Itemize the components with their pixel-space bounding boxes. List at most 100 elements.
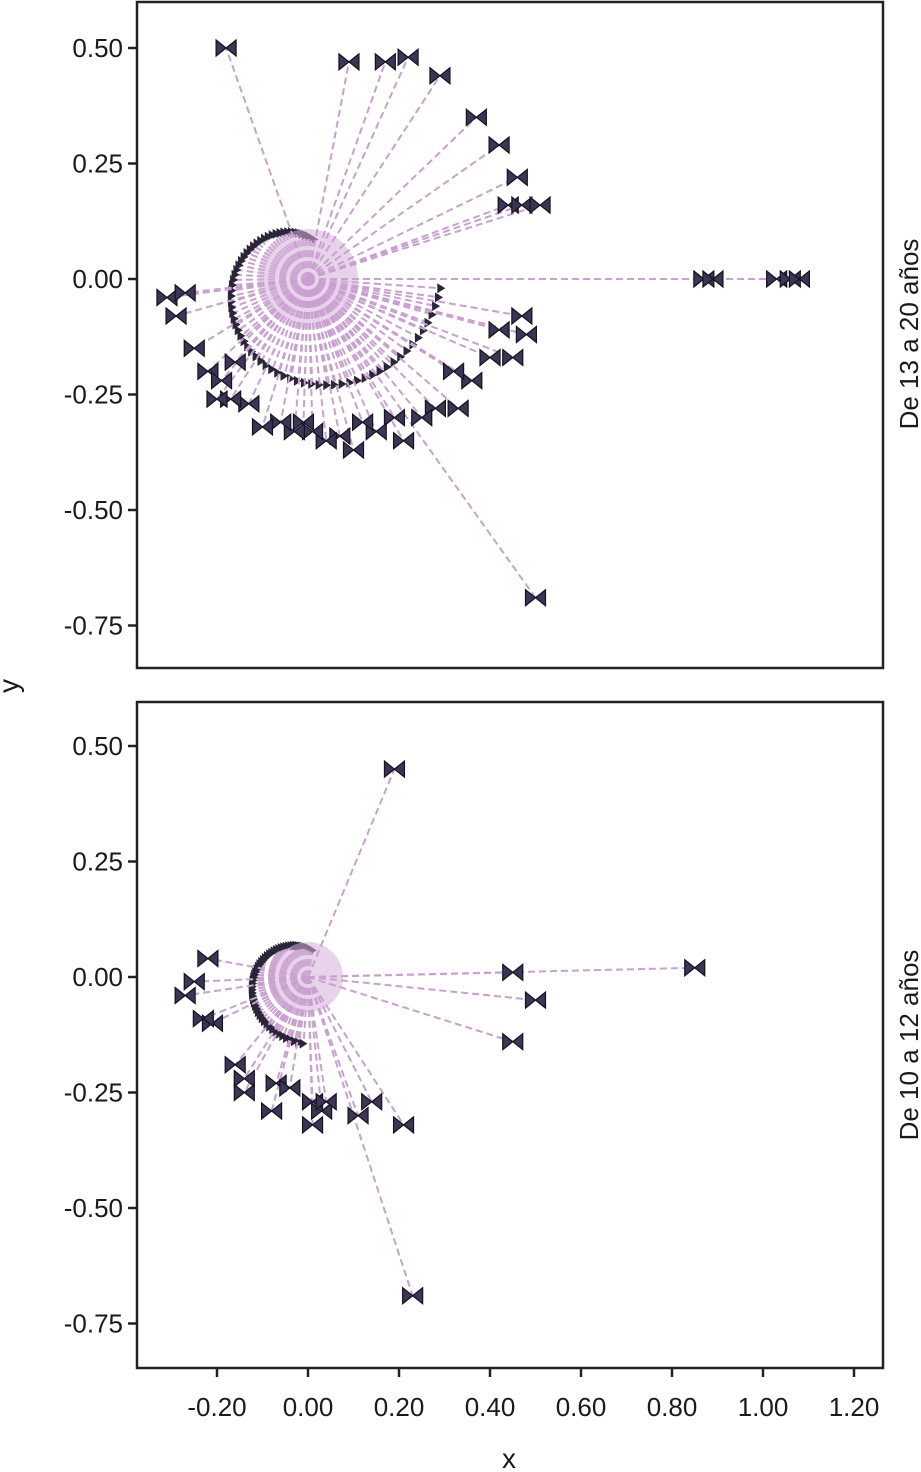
inner-fan <box>248 940 343 1049</box>
inner-marker <box>315 379 324 390</box>
ray-line <box>193 278 309 350</box>
data-point-marker <box>488 320 510 340</box>
ray-line <box>307 144 500 280</box>
data-point-marker <box>529 195 551 215</box>
inner-marker <box>234 325 243 336</box>
inner-ray <box>262 976 309 1019</box>
data-point-marker <box>165 306 187 326</box>
data-point-marker <box>511 195 533 215</box>
inner-ray <box>307 278 396 363</box>
inner-ray <box>307 278 389 368</box>
inner-marker <box>232 319 241 330</box>
inner-marker <box>397 351 406 362</box>
ray-line <box>275 976 309 1084</box>
ray-line <box>307 971 513 978</box>
inner-ray <box>256 976 309 1010</box>
inner-ray <box>258 976 309 1013</box>
facet-label-top: De 13 a 20 años <box>894 239 921 430</box>
data-point-marker <box>224 1055 246 1075</box>
data-point-marker <box>338 52 360 72</box>
ray-line <box>307 278 314 432</box>
data-point-marker <box>383 759 406 779</box>
data-point-marker <box>352 412 374 432</box>
ray-line <box>307 61 350 280</box>
y-tick-label: -0.50 <box>64 1193 123 1223</box>
ray-line <box>212 976 309 1025</box>
data-point-marker <box>210 371 233 390</box>
x-tick-label: -0.20 <box>187 1392 246 1422</box>
ray-line <box>288 976 309 1089</box>
inner-marker <box>383 361 392 372</box>
inner-ray <box>307 278 359 382</box>
inner-marker <box>354 375 363 386</box>
inner-ray <box>274 950 309 978</box>
ray-line <box>307 278 396 419</box>
ray-line <box>234 976 309 1066</box>
inner-ray <box>260 976 309 1016</box>
data-point-marker <box>524 588 547 608</box>
data-point-marker <box>429 66 451 85</box>
ray-line <box>307 278 364 423</box>
data-point-marker <box>443 362 465 381</box>
ray-line <box>307 278 341 437</box>
ray-line <box>307 976 405 1126</box>
ray-line <box>307 976 373 1103</box>
inner-ray <box>271 951 309 978</box>
inner-marker <box>369 369 378 380</box>
ray-line <box>302 278 309 423</box>
data-point-marker <box>261 1101 283 1121</box>
data-point-marker <box>524 990 547 1010</box>
data-point-marker <box>461 371 483 390</box>
data-point-marker <box>315 1092 337 1111</box>
ray-line <box>307 278 491 359</box>
data-point-marker <box>251 417 274 437</box>
x-tick-label: 1.00 <box>738 1392 789 1422</box>
data-point-marker <box>183 339 205 358</box>
inner-marker <box>338 379 347 390</box>
panel-bottom: 0.50 0.25 0.00 -0.25 -0.50 -0.75 -0.20 0.00 0.20… <box>64 700 885 1422</box>
data-point-marker <box>292 412 315 432</box>
data-point-marker <box>479 348 501 367</box>
ray-line <box>307 278 437 410</box>
x-tick-label: 1.20 <box>829 1392 880 1422</box>
inner-marker <box>237 330 246 341</box>
inner-ray <box>307 278 336 386</box>
ray-line <box>307 278 514 359</box>
inner-marker <box>268 364 277 375</box>
y-tick-label: 0.50 <box>72 33 123 63</box>
data-point-marker <box>192 1009 214 1028</box>
data-point-marker <box>788 269 810 289</box>
data-point-marker <box>515 325 537 344</box>
data-point-marker <box>270 412 292 432</box>
y-tick-label: -0.75 <box>64 1309 123 1339</box>
ray-line <box>202 976 309 1020</box>
ray-line <box>194 976 309 983</box>
inner-marker <box>376 366 385 377</box>
ray-line <box>307 176 518 280</box>
x-axis-label: x <box>502 1443 516 1472</box>
data-point-marker <box>301 1115 324 1135</box>
inner-ray <box>255 976 309 1007</box>
inner-marker <box>437 283 446 294</box>
ray-line <box>307 278 378 432</box>
ray-line <box>261 278 309 428</box>
ray-line <box>307 56 410 280</box>
panel-top: 0.50 0.25 0.00 -0.25 -0.50 -0.75 <box>64 0 885 670</box>
data-point-marker <box>502 348 524 367</box>
inner-marker <box>432 301 441 312</box>
ray-line <box>307 278 455 373</box>
y-tick-label: -0.25 <box>64 380 123 410</box>
y-tick-label: -0.25 <box>64 1078 123 1108</box>
data-point-marker <box>392 431 415 450</box>
inner-ray <box>307 278 409 352</box>
x-tick-label: 0.60 <box>556 1392 607 1422</box>
ray-line <box>307 278 523 317</box>
ray-line <box>307 768 396 978</box>
data-point-marker <box>392 1115 415 1135</box>
ray-line <box>243 976 309 1080</box>
ray-line <box>216 278 309 400</box>
ray-line <box>307 75 441 280</box>
data-point-marker <box>301 422 324 441</box>
data-point-marker <box>183 972 205 991</box>
ray-line <box>207 957 309 978</box>
